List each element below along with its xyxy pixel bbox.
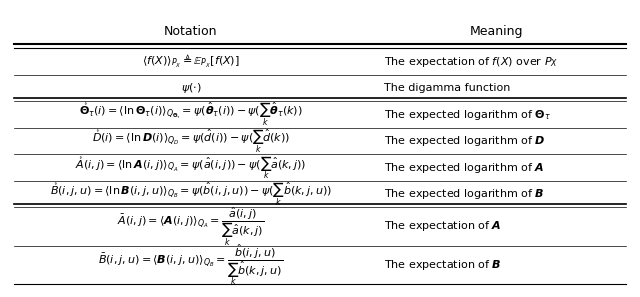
- Text: $\langle f(X)\rangle_{P_X} \triangleq \mathbb{E}_{P_X}[f(X)]$: $\langle f(X)\rangle_{P_X} \triangleq \m…: [142, 53, 240, 70]
- Text: Meaning: Meaning: [470, 25, 524, 38]
- Text: $\mathring{D}(i) = \langle \ln \boldsymbol{D}(i)\rangle_{Q_D} = \psi(\hat{d}(i)): $\mathring{D}(i) = \langle \ln \boldsymb…: [92, 128, 290, 155]
- Text: $\bar{A}(i,j) = \langle \boldsymbol{A}(i,j)\rangle_{Q_A} = \dfrac{\hat{a}(i,j)}{: $\bar{A}(i,j) = \langle \boldsymbol{A}(i…: [117, 205, 264, 248]
- Text: The expected logarithm of $\boldsymbol{\Theta}_{\tau}$: The expected logarithm of $\boldsymbol{\…: [384, 108, 551, 122]
- Text: $\bar{B}(i,j,u) = \langle \boldsymbol{B}(i,j,u)\rangle_{Q_B} = \dfrac{\hat{b}(i,: $\bar{B}(i,j,u) = \langle \boldsymbol{B}…: [99, 242, 284, 287]
- Text: The expected logarithm of $\boldsymbol{B}$: The expected logarithm of $\boldsymbol{B…: [384, 187, 545, 201]
- Text: $\mathring{B}(i,j,u) = \langle \ln \boldsymbol{B}(i,j,u)\rangle_{Q_B} = \psi(\ha: $\mathring{B}(i,j,u) = \langle \ln \bold…: [50, 181, 332, 208]
- Text: The digamma function: The digamma function: [384, 83, 510, 93]
- Text: The expectation of $f(X)$ over $P_X$: The expectation of $f(X)$ over $P_X$: [384, 55, 558, 69]
- Text: The expectation of $\boldsymbol{A}$: The expectation of $\boldsymbol{A}$: [384, 219, 501, 233]
- Text: $\mathring{A}(i,j) = \langle \ln \boldsymbol{A}(i,j)\rangle_{Q_A} = \psi(\hat{a}: $\mathring{A}(i,j) = \langle \ln \boldsy…: [76, 154, 307, 181]
- Text: The expectation of $\boldsymbol{B}$: The expectation of $\boldsymbol{B}$: [384, 258, 502, 272]
- Text: The expected logarithm of $\boldsymbol{D}$: The expected logarithm of $\boldsymbol{D…: [384, 134, 545, 148]
- Text: $\mathring{\boldsymbol{\Theta}}_{\tau}(i) = \langle \ln \boldsymbol{\Theta}_{\ta: $\mathring{\boldsymbol{\Theta}}_{\tau}(i…: [79, 101, 303, 128]
- Text: $\psi(\cdot)$: $\psi(\cdot)$: [180, 81, 202, 95]
- Text: Notation: Notation: [164, 25, 218, 38]
- Text: The expected logarithm of $\boldsymbol{A}$: The expected logarithm of $\boldsymbol{A…: [384, 161, 545, 175]
